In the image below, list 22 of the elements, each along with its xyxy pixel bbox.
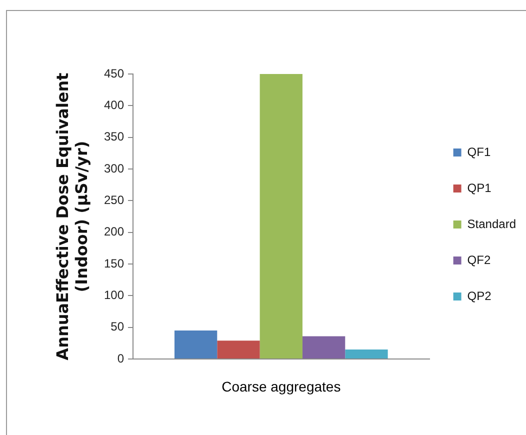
bar xyxy=(260,74,302,358)
y-tick-label: 100 xyxy=(104,288,124,302)
y-tick-label: 50 xyxy=(110,320,124,334)
bar xyxy=(217,340,260,358)
legend-label: QF1 xyxy=(467,144,491,159)
bar xyxy=(345,350,388,358)
y-tick-label: 150 xyxy=(104,256,124,270)
bar xyxy=(174,330,218,358)
y-tick-label: 250 xyxy=(104,192,124,207)
y-tick-label: 300 xyxy=(104,161,124,176)
y-tick-label: 450 xyxy=(104,66,124,80)
y-axis-title: AnnuaEffective Dose Equivalent (Indoor) (µSv/yr) xyxy=(52,72,91,360)
legend-label: Standard xyxy=(467,216,516,231)
x-tick-label: Coarse aggregates xyxy=(222,378,341,394)
bar xyxy=(302,336,346,358)
y-tick-label: 0 xyxy=(117,351,124,366)
y-tick-label: 400 xyxy=(104,98,124,112)
legend-label: QF2 xyxy=(467,252,491,267)
y-tick-label: 200 xyxy=(104,224,124,239)
legend-label: QP1 xyxy=(467,180,492,195)
y-tick-label: 350 xyxy=(104,130,124,144)
legend-label: QP2 xyxy=(467,288,492,303)
